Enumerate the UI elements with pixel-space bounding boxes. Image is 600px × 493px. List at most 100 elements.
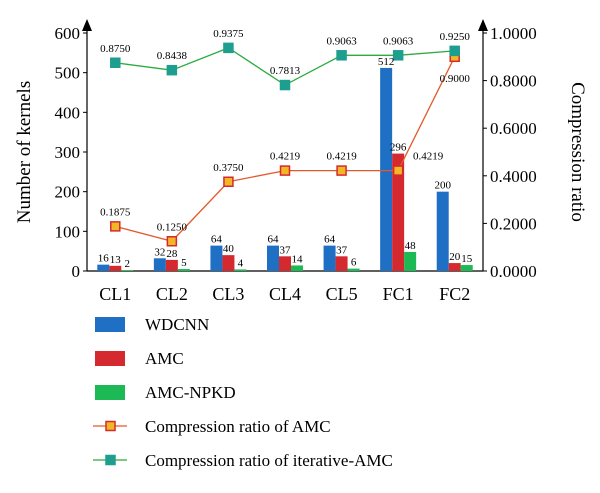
legend-label: WDCNN (145, 315, 209, 334)
bar-data-label: 37 (336, 244, 348, 256)
bar (267, 245, 279, 271)
line-marker (110, 57, 121, 68)
line-data-label: 0.3750 (213, 162, 244, 174)
category-label: FC1 (383, 284, 414, 304)
legend-label: Compression ratio of iterative-AMC (145, 451, 393, 470)
line-marker (223, 42, 234, 54)
legend-marker (105, 454, 116, 466)
axes: 0 100 200 300 400 500 600 0.0000 0.2000 0.4000 0.6… (14, 19, 588, 304)
bar (436, 191, 449, 271)
line-data-label: 0.4219 (270, 151, 301, 163)
bar (97, 264, 110, 271)
bar-data-label: 14 (292, 253, 304, 265)
bar-data-label: 4 (238, 257, 244, 269)
bar-data-label: 6 (351, 257, 357, 269)
bars (97, 67, 473, 271)
category-label: CL1 (99, 284, 131, 304)
bar (121, 270, 134, 271)
bar (165, 259, 178, 271)
bar (323, 245, 336, 271)
legend-swatch (95, 317, 125, 332)
legend-label: AMC (145, 349, 184, 368)
bar-data-label: 64 (268, 234, 280, 246)
legend-label: AMC-NPKD (145, 383, 236, 402)
left-tick-label: 0 (72, 262, 81, 281)
category-label: CL5 (326, 284, 358, 304)
bar (347, 268, 360, 271)
bar (177, 269, 190, 271)
bar (404, 251, 417, 271)
bar (335, 256, 348, 271)
left-tick-label: 600 (55, 24, 81, 43)
category-label: FC2 (439, 284, 470, 304)
bar (222, 255, 235, 271)
bar (291, 265, 303, 271)
bar (210, 245, 223, 271)
line-marker (166, 236, 178, 247)
line-marker (392, 50, 404, 61)
line-data-label: 0.4219 (413, 151, 444, 163)
bar-data-label: 37 (280, 244, 292, 256)
right-axis-arrow (478, 19, 488, 31)
bar-data-label: 5 (181, 257, 187, 269)
bar-data-label: 2 (125, 258, 131, 270)
bar (279, 256, 291, 271)
bar-data-label: 48 (405, 240, 417, 252)
bar-data-label: 296 (390, 142, 407, 154)
line-data-label: 0.8438 (157, 50, 188, 62)
bar-data-label: 13 (110, 254, 122, 266)
line-marker (392, 165, 404, 176)
line-marker (449, 45, 460, 57)
line-data-label: 0.7813 (270, 65, 301, 77)
line-data-label: 0.9063 (383, 35, 414, 47)
bar-data-label: 28 (166, 248, 178, 260)
category-label: CL2 (156, 284, 188, 304)
legend: WDCNN AMC AMC-NPKD Compression ratio of AMC… (93, 315, 393, 470)
line-data-label: 0.9063 (326, 35, 357, 47)
left-tick-label: 300 (55, 143, 81, 162)
bar-data-label: 200 (434, 180, 451, 192)
line-marker (279, 165, 291, 176)
bar (109, 265, 122, 271)
bar-data-label: 32 (154, 246, 165, 258)
line-data-label: 0.8750 (100, 43, 131, 55)
line-marker (279, 79, 291, 91)
line-data-label: 0.9375 (213, 28, 244, 40)
bar-data-label: 512 (378, 56, 395, 68)
right-tick-label: 0.4000 (490, 167, 537, 186)
legend-marker (105, 420, 116, 432)
category-label: CL4 (269, 284, 301, 304)
line-marker (336, 50, 347, 61)
bar-data-label: 64 (324, 234, 336, 246)
lines (110, 42, 460, 247)
bar-data-label: 20 (449, 251, 461, 263)
right-tick-label: 1.0000 (490, 24, 537, 43)
line-data-label: 0.4219 (326, 151, 357, 163)
bar (392, 153, 405, 271)
line-data-label: 0.9000 (440, 73, 471, 85)
right-axis-title: Compression ratio (567, 82, 588, 222)
bar (460, 265, 473, 271)
line-marker (110, 221, 121, 232)
bar (153, 258, 166, 271)
bar-data-label: 64 (211, 234, 223, 246)
line-marker (223, 176, 234, 187)
legend-swatch (95, 351, 125, 366)
right-tick-label: 0.2000 (490, 214, 537, 233)
bar (234, 269, 247, 271)
data-labels: 16 32 64 64 64 512 200 13 28 40 37 37 296 20 2 5 4 14 6 48 1… (98, 28, 473, 270)
legend-swatch (95, 385, 125, 400)
bar-data-label: 16 (98, 253, 110, 265)
line-marker (336, 165, 347, 176)
left-tick-label: 100 (55, 222, 81, 241)
bar-data-label: 40 (223, 243, 235, 255)
left-tick-label: 400 (55, 103, 81, 122)
category-label: CL3 (212, 284, 244, 304)
bar (448, 263, 461, 271)
line-marker (166, 64, 178, 76)
left-tick-label: 200 (55, 183, 81, 202)
line-data-label: 0.1875 (100, 206, 131, 218)
bar (380, 67, 393, 271)
line-data-label: 0.9250 (440, 31, 471, 43)
legend-label: Compression ratio of AMC (145, 417, 331, 436)
